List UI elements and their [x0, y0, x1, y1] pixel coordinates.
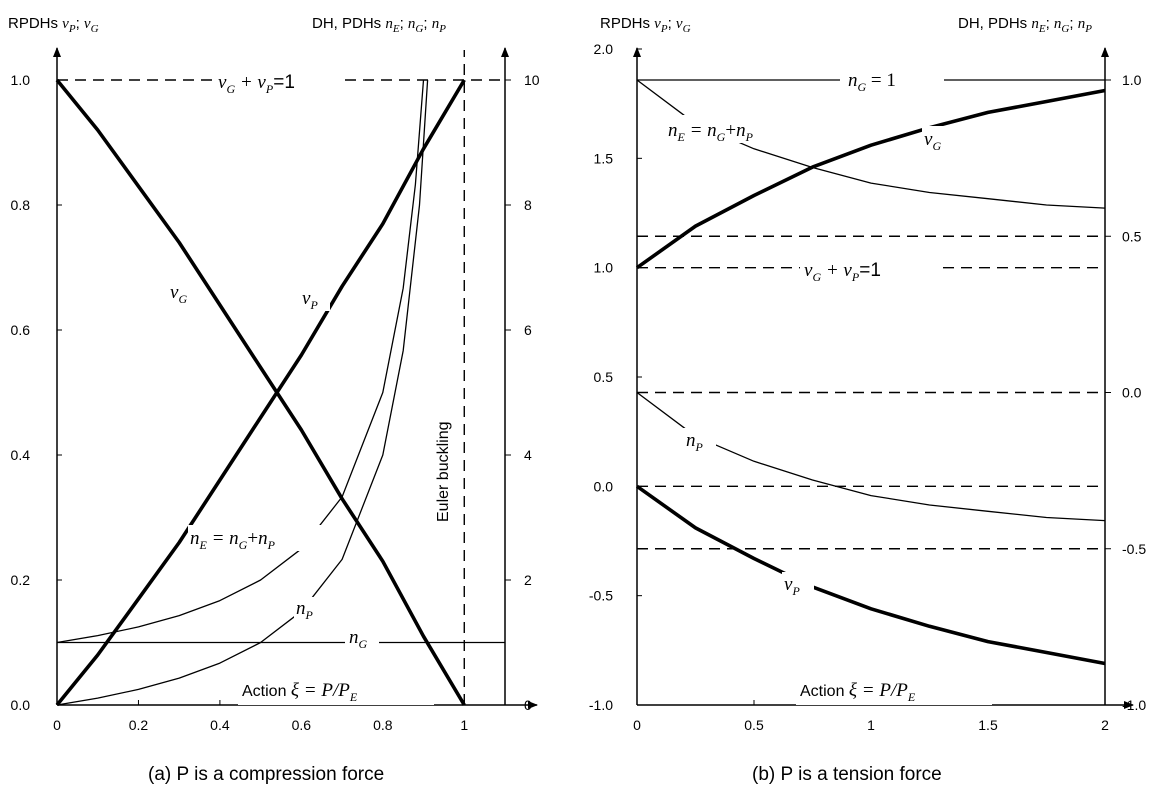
- chart-a-left-tick-label: 0.6: [11, 322, 31, 338]
- chart-b-right-tick-label: 1.0: [1122, 72, 1142, 88]
- chart-b-left-tick-label: 1.5: [594, 150, 614, 166]
- chart-a: 0 0.2 0.4 0.6 0.8 10.00.20.40.60.81.00246810 …: [8, 15, 540, 785]
- chart-b-series: [635, 79, 1106, 666]
- chart-b-ticks: 0 0.5 1 1.5 2 -1.0 -0.5 0.0 0.5 1.0 1.5 2.0 -1.0 -0.5…: [589, 41, 1146, 733]
- chart-b-right-tick-label: -0.5: [1122, 541, 1146, 557]
- chart-a-left-tick-label: 0.0: [11, 697, 31, 713]
- chart-a-ticks: 0 0.2 0.4 0.6 0.8 1 0.0 0.2 0.4 0.6 0.8 1.0 0 2 4 6 8 10: [11, 72, 540, 733]
- chart-a-x-tick-label: 1: [460, 717, 468, 733]
- chart-b-label-nE: nE = nG+nP: [668, 120, 754, 144]
- chart-a-left-axis-title: RPDHs νP; νG: [8, 15, 99, 35]
- chart-a-label-bg-nuP: [300, 285, 330, 311]
- chart-b-series-line-3: [636, 391, 1106, 522]
- chart-a-x-tick-label: 0.4: [210, 717, 230, 733]
- chart-a-ref-label-bg: [214, 68, 344, 92]
- chart-b-left-tick-label: -1.0: [589, 697, 613, 713]
- chart-a-series-line-0: [55, 78, 466, 706]
- chart-a-x-tick-label: 0.6: [292, 717, 312, 733]
- chart-a-action-bg: [238, 675, 434, 705]
- chart-a-right-tick-label: 6: [524, 322, 532, 338]
- chart-b-label-bg-nE: [664, 115, 814, 143]
- chart-b-axes: [633, 47, 1134, 709]
- chart-a-label-bg-nP: [294, 597, 324, 621]
- chart-b-x-tick-label: 1.5: [978, 717, 998, 733]
- chart-a-right-tick-label: 4: [524, 447, 532, 463]
- chart-b-right-tick-label: 0.0: [1122, 385, 1142, 401]
- chart-a-label-bg-nE: [188, 525, 332, 551]
- chart-b-action-bg: [796, 675, 992, 705]
- chart-b-x-tick-label: 1: [867, 717, 875, 733]
- chart-b-grid: [637, 235, 1105, 550]
- chart-a-series-line-1: [55, 79, 466, 707]
- chart-a-series-line-2: [56, 79, 425, 644]
- chart-b-right-tick-label: -1.0: [1122, 697, 1146, 713]
- chart-b-left-axis-title: RPDHs νP; νG: [600, 15, 691, 35]
- chart-b-left-tick-label: 2.0: [594, 41, 614, 57]
- chart-a-series-line-3: [56, 79, 429, 706]
- chart-b-label-bg-nG: [840, 67, 944, 93]
- chart-a-euler-label: Euler buckling: [435, 422, 452, 523]
- chart-b-left-tick-label: 0.5: [594, 369, 614, 385]
- chart-b-ref-label-bg: [800, 256, 938, 280]
- chart-a-x-tick-label: 0: [53, 717, 61, 733]
- chart-a-x-tick-label: 0.8: [373, 717, 393, 733]
- chart-a-grid: [57, 50, 505, 705]
- chart-a-label-bg-nuG: [168, 279, 198, 305]
- chart-a-right-tick-label: 10: [524, 72, 540, 88]
- chart-b-x-tick-label: 0.5: [744, 717, 764, 733]
- chart-a-right-axis-title: DH, PDHs nE; nG; nP: [312, 15, 446, 35]
- chart-a-right-tick-label: 2: [524, 572, 532, 588]
- chart-b: 0 0.5 1 1.5 2 -1.0 -0.5 0.0 0.5 1.0 1.5 2.0 -1.0 -0.5…: [589, 15, 1146, 785]
- chart-a-left-tick-label: 0.4: [11, 447, 31, 463]
- chart-b-label-nG: nG = 1: [848, 70, 896, 94]
- chart-a-right-tick-label: 0: [524, 697, 532, 713]
- chart-b-left-tick-label: -0.5: [589, 588, 613, 604]
- chart-b-label-bg-nuG: [922, 126, 954, 152]
- chart-b-x-tick-label: 0: [633, 717, 641, 733]
- chart-b-series-line-0: [635, 88, 1106, 270]
- chart-b-left-tick-label: 0.0: [594, 478, 614, 494]
- chart-a-caption: (a) P is a compression force: [148, 764, 384, 785]
- chart-b-right-tick-label: 0.5: [1122, 228, 1142, 244]
- chart-b-caption: (b) P is a tension force: [752, 764, 942, 785]
- chart-b-right-axis-title: DH, PDHs nE; nG; nP: [958, 15, 1092, 35]
- chart-a-x-tick-label: 0.2: [129, 717, 149, 733]
- chart-a-left-tick-label: 0.2: [11, 572, 31, 588]
- chart-b-label-bg-nP: [682, 428, 716, 454]
- chart-b-label-bg-nuP: [782, 572, 814, 598]
- chart-a-left-tick-label: 0.8: [11, 197, 31, 213]
- chart-a-label-bg-nG: [345, 626, 379, 650]
- chart-b-left-tick-label: 1.0: [594, 260, 614, 276]
- chart-a-left-tick-label: 1.0: [11, 72, 31, 88]
- chart-b-series-line-1: [635, 484, 1106, 666]
- chart-a-right-tick-label: 8: [524, 197, 532, 213]
- chart-a-series: [55, 78, 505, 707]
- chart-b-x-tick-label: 2: [1101, 717, 1109, 733]
